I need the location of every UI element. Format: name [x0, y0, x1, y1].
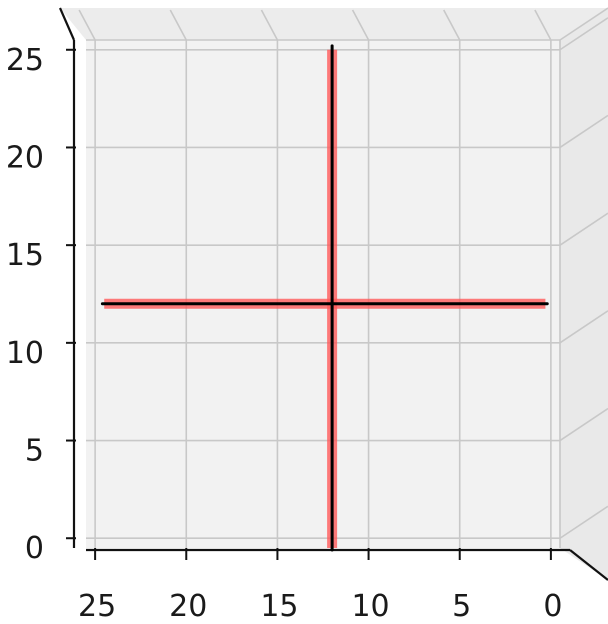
x-tick-label: 25 [78, 589, 116, 624]
x-grid-back-line [443, 9, 461, 41]
x-axis-right-diagonal [569, 549, 608, 581]
x-tick-label: 20 [169, 589, 207, 624]
x-grid-back-line [169, 9, 187, 41]
x-tick-label: 10 [351, 589, 389, 624]
y-tick-label: 15 [6, 238, 44, 273]
x-tick-label: 15 [260, 589, 298, 624]
x-grid-back-line [260, 9, 279, 41]
box-corner-edge [559, 7, 608, 41]
y-tick-label: 10 [6, 336, 44, 371]
y-tick-label: 20 [6, 140, 44, 175]
y-tick-label: 25 [6, 43, 44, 78]
back-panel-top [60, 8, 608, 40]
x-grid-back-line [78, 9, 96, 41]
x-tick-label: 5 [452, 589, 471, 624]
axis-layer [58, 7, 608, 581]
y-tick-label: 0 [25, 531, 44, 566]
x-tick-label: 0 [543, 589, 562, 624]
x-grid-back-line [351, 9, 370, 41]
y-grid-side-line [559, 212, 608, 246]
data-layer [100, 44, 549, 552]
y-grid-side-line [559, 17, 608, 51]
y-grid-side-line [559, 407, 608, 442]
y-tick-label: 5 [25, 434, 44, 469]
y-grid-side-line [559, 310, 608, 344]
floor-panel [86, 40, 560, 548]
y-grid-side-line [559, 114, 608, 149]
y-grid-side-line [559, 505, 608, 539]
right-panel [560, 8, 608, 580]
label-layer: 0 5 10 15 20 25 25 20 15 10 5 0 [6, 43, 563, 624]
x-grid-back-line [534, 9, 552, 41]
y-axis-top-diagonal [58, 7, 76, 41]
grid-layer [78, 7, 608, 548]
